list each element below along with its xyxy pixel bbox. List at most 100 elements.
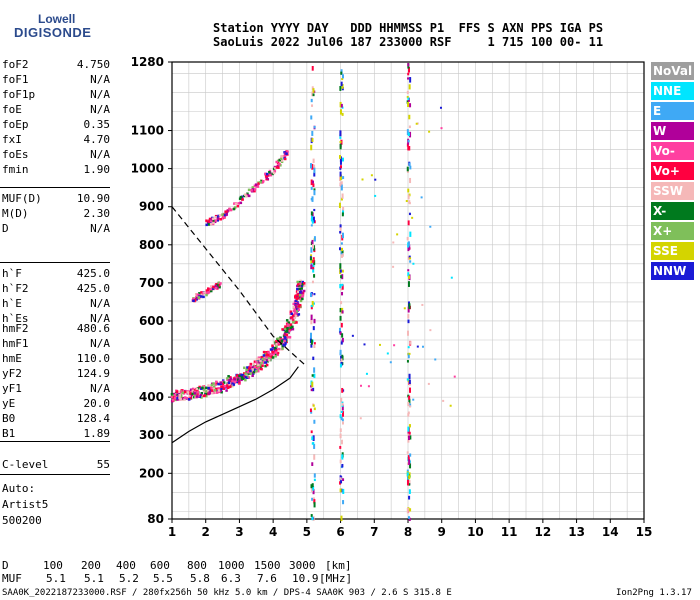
echo-point [280,157,283,161]
param-row: fxI 4.70 [2,132,110,147]
echo-point [268,171,271,174]
echo-point [311,220,314,224]
echo-point [295,297,299,301]
param-value: N/A [90,382,110,395]
echo-point [210,387,214,391]
echo-point [280,155,283,158]
echo-point [341,284,344,290]
echo-point [378,343,381,346]
echo-point [207,291,210,294]
echo-point [283,332,287,335]
echo-point [207,384,210,387]
x-tick-label: 10 [467,525,484,539]
echo-point [407,188,410,193]
echo-point [208,217,212,221]
echo-point [407,66,410,73]
echo-point [216,284,219,287]
param-separator [0,262,110,263]
echo-point [342,488,345,495]
echo-point [237,379,241,383]
echo-point [281,347,284,350]
echo-point [278,347,281,351]
param-row: h`Es N/A [2,311,110,326]
echo-point [341,310,344,314]
echo-point [409,257,412,260]
echo-point [299,291,302,294]
echo-point [313,260,316,266]
distance-label: D [2,559,9,572]
echo-point [226,377,229,380]
echo-point [209,287,212,291]
echo-point [212,385,216,388]
echo-point [301,297,304,301]
echo-point [339,481,342,485]
echo-point [407,435,410,441]
echo-point [274,351,278,354]
param-name: yF1 [2,382,22,395]
echo-point [408,489,411,494]
echo-point [255,364,258,368]
echo-point [407,255,410,261]
echo-point [313,373,316,379]
echo-point [291,325,294,329]
echo-point [292,306,295,309]
echo-point [338,327,341,334]
echo-point [340,184,343,191]
echo-point [237,202,240,205]
echo-point [191,389,195,392]
echo-point [217,390,221,394]
echo-point [202,388,206,391]
echo-point [257,182,260,185]
echo-point [339,315,342,321]
param-value: N/A [90,148,110,161]
echo-point [406,378,409,381]
echo-point [262,354,266,357]
muf-value: 5.2 [119,572,139,585]
echo-point [297,290,300,294]
echo-point [195,298,198,301]
echo-point [341,404,344,411]
echo-point [300,284,304,287]
y-tick-label: 300 [139,428,164,442]
echo-point [244,372,247,375]
distance-unit: [km] [325,559,352,572]
echo-point [449,404,452,407]
echo-point [226,378,229,382]
param-row: D N/A [2,221,110,236]
echo-point [406,479,409,486]
echo-point [340,275,343,279]
echo-point [172,394,176,398]
param-value: 0.35 [83,118,111,131]
echo-point [311,374,314,377]
echo-point [407,97,410,100]
echo-point [310,487,313,492]
echo-point [310,224,313,227]
echo-point [300,287,303,290]
echo-point [311,462,314,466]
param-name: h`E [2,297,22,310]
echo-point [407,72,410,76]
echo-point [296,296,300,299]
echo-point [312,260,315,263]
echo-point [214,284,218,288]
echo-point [310,314,313,321]
echo-point [409,260,412,263]
echo-point [268,358,271,362]
echo-point [339,174,342,181]
echo-point [340,322,343,328]
distance-value: 3000 [289,559,316,572]
param-name: M(D) [2,207,29,220]
echo-point [220,387,223,390]
echo-point [295,321,298,324]
param-name: D [2,222,9,235]
echo-point [297,283,300,286]
echo-point [310,430,313,434]
legend-item: X- [651,202,694,220]
echo-point [341,454,344,459]
x-tick-label: 11 [501,525,518,539]
echo-point [262,180,265,183]
echo-point [408,275,411,279]
param-separator [0,441,110,442]
echo-point [406,330,409,336]
echo-point [245,195,248,198]
